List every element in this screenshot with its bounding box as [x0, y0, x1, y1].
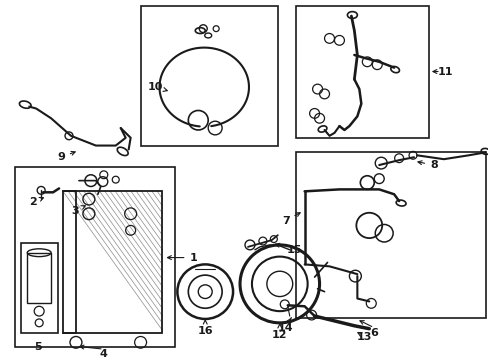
Text: 2: 2	[29, 197, 43, 207]
Bar	[21, 243, 58, 333]
Bar	[295, 6, 428, 138]
Text: 13: 13	[356, 332, 371, 342]
Text: 9: 9	[57, 152, 75, 162]
Bar	[27, 253, 51, 303]
Text: 14: 14	[277, 318, 293, 333]
Text: 11: 11	[437, 67, 453, 77]
Text: 4: 4	[100, 349, 107, 359]
Text: 16: 16	[197, 320, 213, 336]
Text: 1: 1	[167, 253, 197, 262]
Text: 6: 6	[369, 328, 377, 338]
Bar	[63, 192, 162, 333]
Text: 7: 7	[281, 213, 300, 226]
Text: 5: 5	[34, 342, 42, 352]
Text: 15: 15	[275, 243, 302, 255]
Text: 12: 12	[271, 324, 287, 339]
Bar	[15, 167, 175, 347]
Bar	[141, 6, 277, 145]
Text: 8: 8	[417, 160, 437, 170]
Bar	[295, 152, 485, 318]
Text: 10: 10	[147, 82, 167, 92]
Text: 3: 3	[71, 206, 85, 216]
